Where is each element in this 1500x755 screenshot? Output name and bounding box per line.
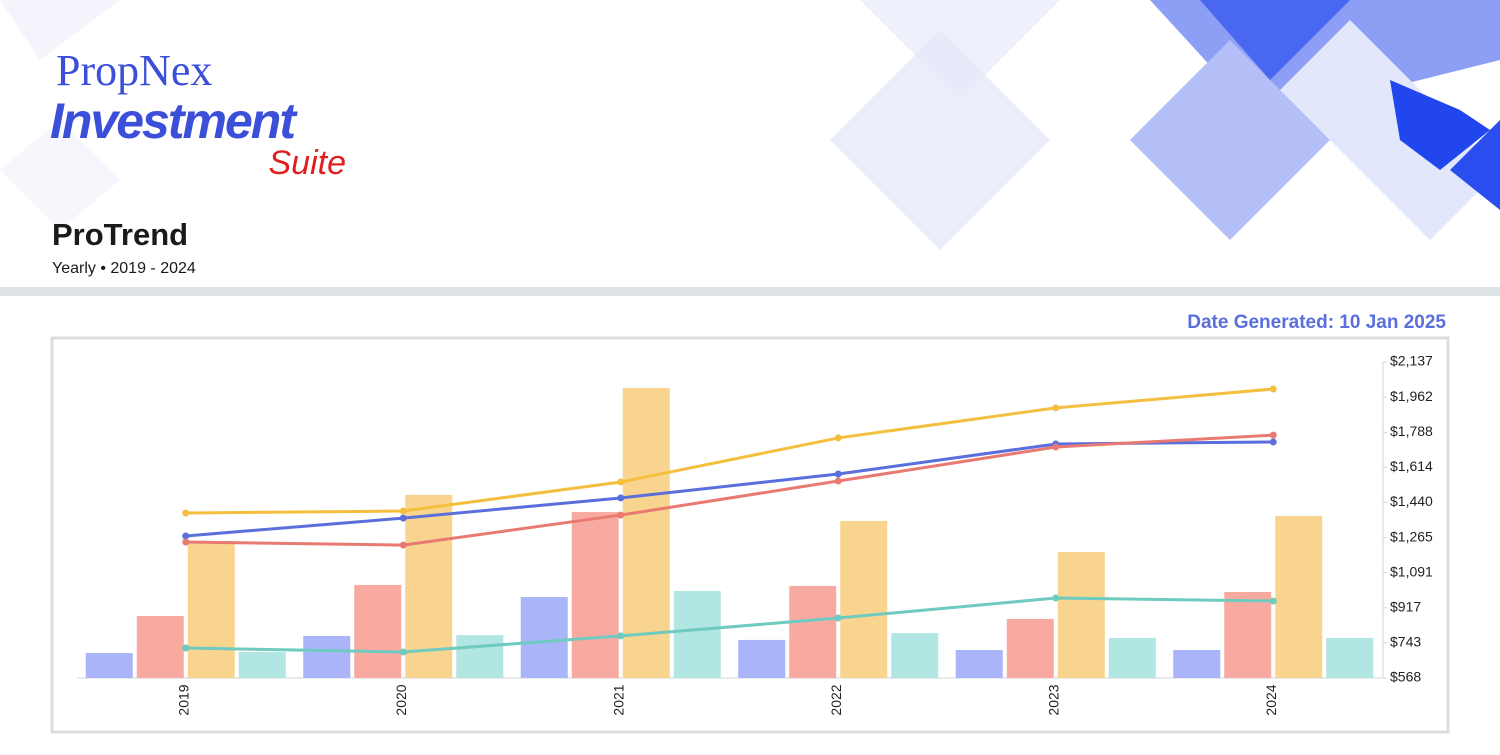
line-point [399, 507, 407, 515]
bar [622, 387, 670, 678]
x-tick-label: 2024 [1263, 684, 1279, 715]
line-point [1052, 404, 1060, 412]
y-tick-label: $1,265 [1390, 528, 1433, 544]
x-tick-label: 2022 [828, 684, 844, 715]
bar [738, 639, 786, 678]
bar [456, 635, 504, 678]
line [185, 387, 1274, 515]
bar [85, 653, 133, 678]
y-tick-label: $1,962 [1390, 388, 1433, 404]
report-subtitle: Yearly • 2019 - 2024 [52, 260, 196, 277]
y-tick-label: $1,440 [1390, 493, 1433, 509]
y-tick-label: $2,137 [1390, 353, 1433, 369]
bar [1108, 637, 1156, 678]
bar [891, 633, 939, 678]
y-tick-label: $1,091 [1390, 563, 1433, 579]
line-point [399, 648, 407, 656]
line-point [617, 632, 625, 640]
plot-area: $568 $743 $917 $1,091 $1,265 $1,440 $1,614 $1,7… [77, 353, 1433, 716]
line-point [1052, 443, 1060, 451]
bar [1057, 551, 1105, 678]
bar [1275, 516, 1323, 678]
line [185, 433, 1274, 547]
y-tick-label: $743 [1390, 633, 1421, 649]
line-point [182, 538, 190, 546]
x-tick-label: 2021 [610, 684, 626, 715]
bar [1173, 650, 1221, 678]
line-point [182, 532, 190, 540]
y-tick-label: $1,788 [1390, 423, 1433, 439]
line-point [834, 614, 842, 622]
bar [840, 520, 888, 678]
report-title: ProTrend [52, 217, 188, 252]
y-tick-label: $1,614 [1390, 458, 1433, 474]
bar [1006, 618, 1054, 678]
bar [673, 590, 721, 678]
brand: PropNex [56, 46, 212, 95]
line-point [399, 541, 407, 549]
line-point [1269, 385, 1277, 393]
line-point [399, 514, 407, 522]
y-tick-label: $917 [1390, 598, 1421, 614]
bar [303, 635, 351, 678]
line-point [182, 509, 190, 517]
bar [187, 541, 235, 678]
line-point [182, 644, 190, 652]
x-tick-label: 2019 [175, 684, 191, 715]
date-generated: Date Generated: 10 Jan 2025 [1187, 312, 1446, 333]
bar [136, 615, 184, 678]
x-tick-label: 2020 [393, 684, 409, 715]
bar [571, 512, 619, 678]
line-point [1052, 594, 1060, 602]
line [185, 596, 1274, 654]
line-point [617, 478, 625, 486]
line-point [617, 494, 625, 502]
product-suffix: Suite [269, 144, 347, 182]
line-point [1269, 431, 1277, 439]
product: Investment [50, 93, 298, 149]
bar [238, 652, 286, 678]
line-point [834, 470, 842, 478]
line-point [834, 434, 842, 442]
line-point [834, 477, 842, 485]
line-point [617, 511, 625, 519]
bar [955, 650, 1003, 678]
x-tick-label: 2023 [1045, 684, 1061, 715]
line-point [1269, 597, 1277, 605]
bar [1224, 592, 1272, 678]
background-decoration [0, 0, 1500, 296]
line-point [1269, 438, 1277, 446]
bar [1326, 637, 1374, 678]
y-tick-label: $568 [1390, 669, 1421, 685]
bar [789, 585, 837, 678]
bar [520, 597, 568, 678]
bar [354, 584, 402, 678]
